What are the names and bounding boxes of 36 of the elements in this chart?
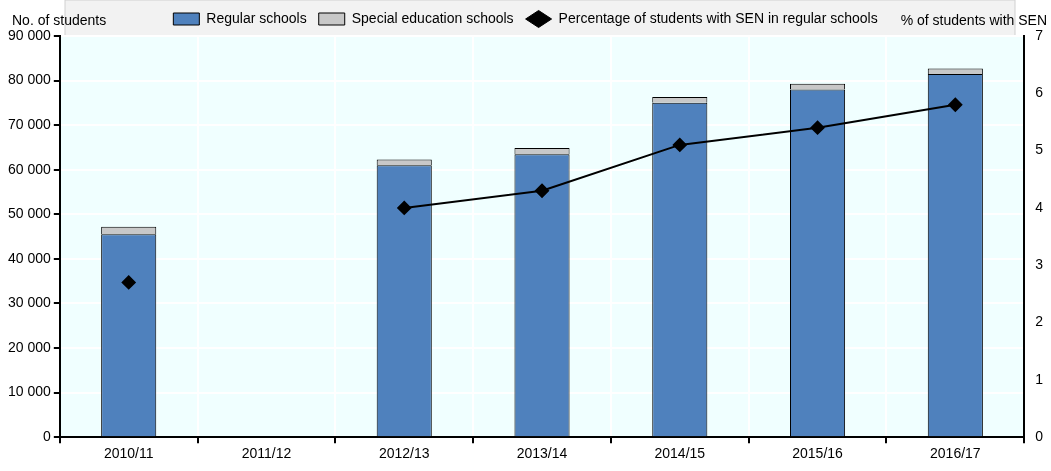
point — [535, 183, 550, 198]
y-tick-label: 70 000 — [7, 116, 52, 133]
x-tick-label: 2012/13 — [378, 445, 430, 462]
y2-tick-label: 2 — [1035, 313, 1044, 330]
y2-tick-label: 7 — [1035, 26, 1044, 43]
x-tick-label: 2010/11 — [103, 445, 154, 462]
y2-tick-label: 5 — [1035, 141, 1044, 158]
point — [948, 97, 963, 112]
point — [810, 120, 825, 135]
x-tick-label: 2016/17 — [930, 445, 981, 462]
x-tick-label: 2015/16 — [792, 445, 844, 462]
y-tick-label: 20 000 — [7, 338, 52, 355]
point — [121, 275, 136, 290]
y-tick-label: 90 000 — [7, 26, 52, 43]
legend-label: Percentage of students with SEN in regular schools — [558, 9, 878, 26]
y-tick-label: 30 000 — [7, 294, 52, 311]
y-tick-label: 60 000 — [7, 160, 52, 177]
y2-axis-title: % of students with SEN — [900, 11, 1047, 28]
legend-label: Regular schools — [206, 9, 307, 26]
point — [672, 137, 687, 152]
point — [397, 200, 412, 215]
y2-tick-label: 1 — [1035, 370, 1044, 387]
y-tick-label: 40 000 — [7, 249, 52, 266]
y-tick-label: 10 000 — [7, 383, 52, 400]
y2-tick-label: 6 — [1035, 84, 1044, 101]
y2-tick-label: 3 — [1035, 256, 1044, 273]
x-tick-label: 2014/15 — [654, 445, 706, 462]
y-axis-title: No. of students — [12, 11, 107, 28]
x-tick-label: 2011/12 — [241, 445, 292, 462]
x-tick-label: 2013/14 — [516, 445, 568, 462]
y-tick-label: 0 — [43, 428, 52, 445]
y2-tick-label: 0 — [1035, 428, 1044, 445]
y-tick-label: 50 000 — [7, 205, 52, 222]
legend-label: Special education schools — [351, 9, 514, 26]
y2-tick-label: 4 — [1035, 198, 1044, 215]
y-tick-label: 80 000 — [7, 71, 52, 88]
